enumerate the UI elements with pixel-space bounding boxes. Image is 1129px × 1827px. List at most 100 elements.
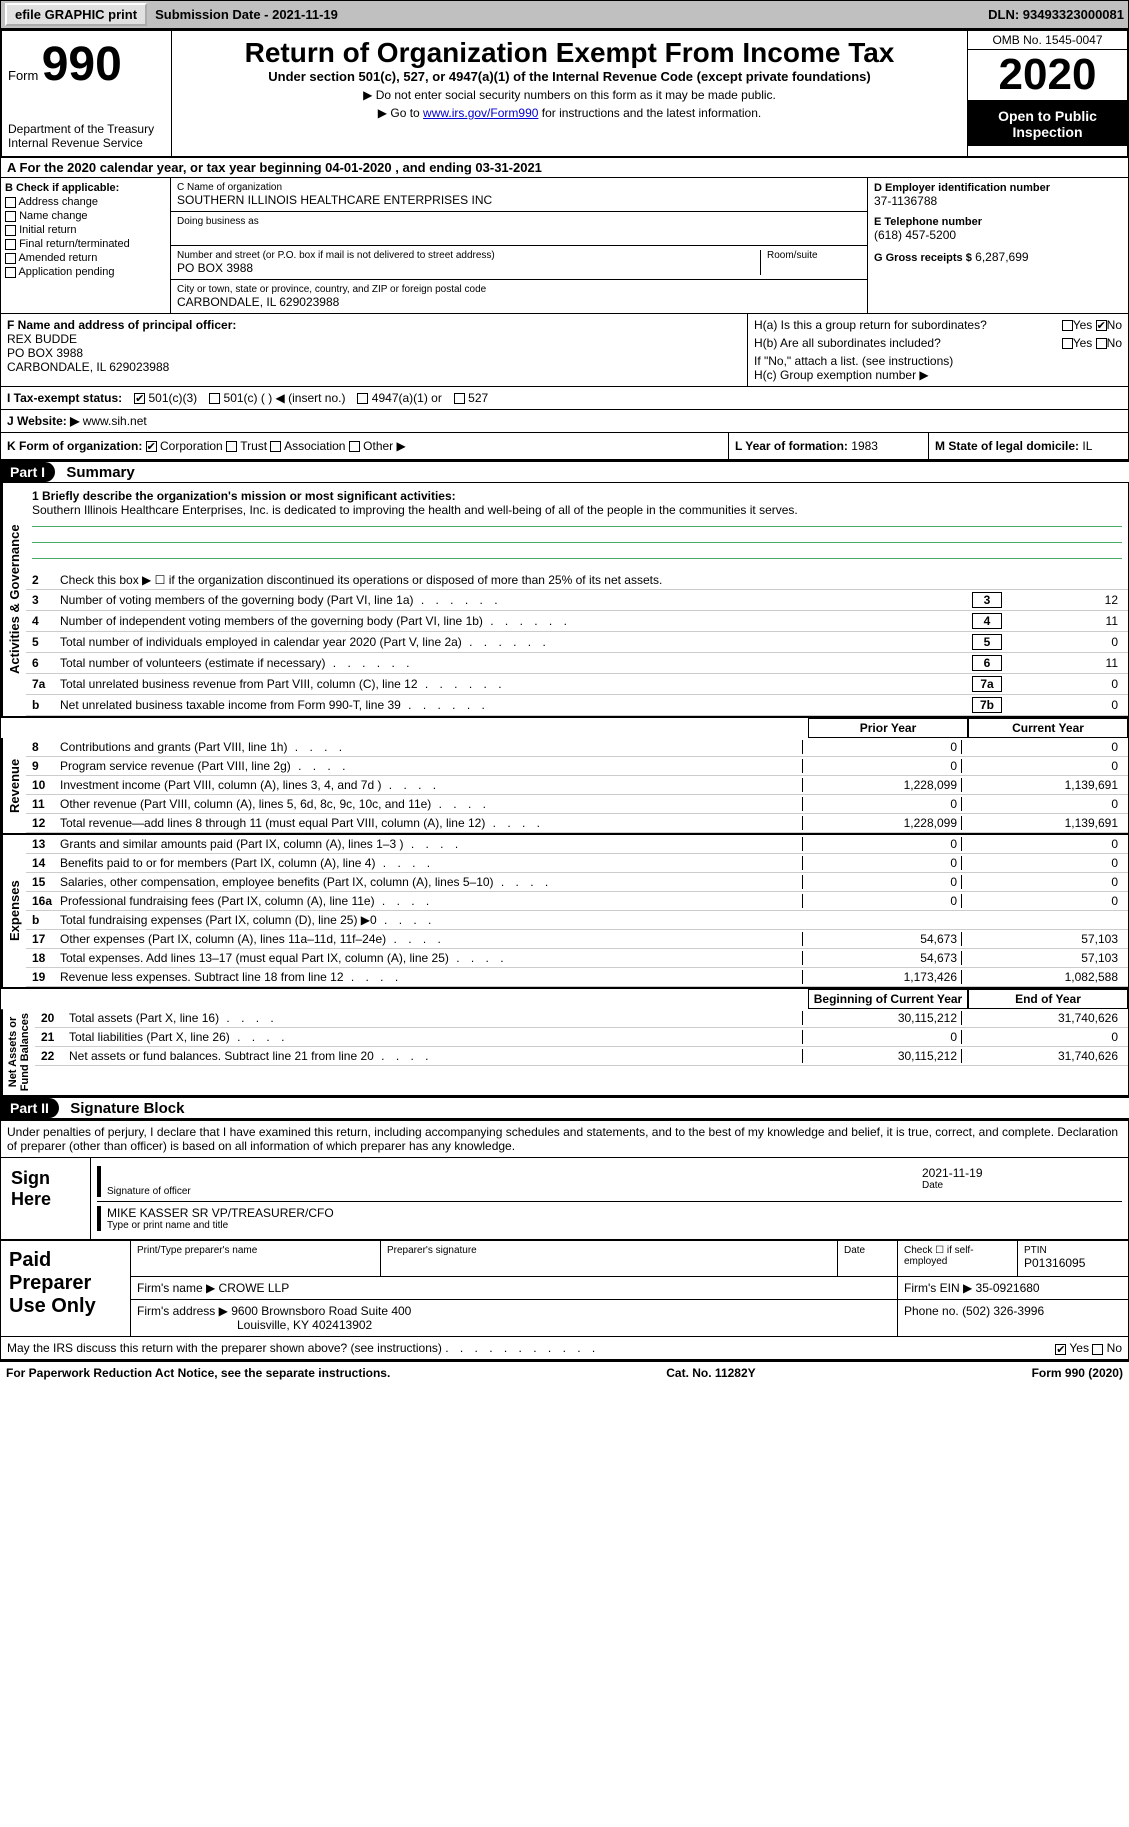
hb-no[interactable]: [1096, 338, 1107, 349]
form-number: 990: [42, 38, 122, 91]
i-label: I Tax-exempt status:: [7, 391, 122, 405]
form-note-link: ▶ Go to www.irs.gov/Form990 for instruct…: [180, 106, 959, 120]
phone-value: (618) 457-5200: [874, 228, 1122, 242]
l-value: 1983: [851, 439, 878, 453]
hb-yes[interactable]: [1062, 338, 1073, 349]
summary-line: 13Grants and similar amounts paid (Part …: [26, 835, 1128, 854]
dots-icon: . . . . . . . . . . .: [445, 1341, 599, 1355]
cb-final-return[interactable]: Final return/terminated: [5, 238, 166, 250]
j-label: J Website: ▶: [7, 414, 79, 428]
paid-preparer-block: Paid Preparer Use Only Print/Type prepar…: [0, 1240, 1129, 1337]
cb-501c[interactable]: [209, 393, 220, 404]
summary-line: 16aProfessional fundraising fees (Part I…: [26, 892, 1128, 911]
cb-4947[interactable]: [357, 393, 368, 404]
sign-here-label: Sign Here: [1, 1158, 91, 1239]
col-h-group: H(a) Is this a group return for subordin…: [748, 314, 1128, 386]
gross-label: G Gross receipts $: [874, 252, 972, 264]
cat-number: Cat. No. 11282Y: [666, 1366, 755, 1380]
opt-label: 501(c) ( ) ◀ (insert no.): [224, 391, 346, 405]
form-header: Form 990 Department of the Treasury Inte…: [0, 29, 1129, 158]
form-title: Return of Organization Exempt From Incom…: [180, 37, 959, 69]
firm-name-label: Firm's name ▶: [137, 1281, 215, 1295]
summary-section: Activities & Governance 1 Briefly descri…: [0, 483, 1129, 1096]
yes-label: Yes: [1073, 336, 1093, 350]
firm-addr1: 9600 Brownsboro Road Suite 400: [231, 1304, 411, 1318]
officer-name-title: MIKE KASSER SR VP/TREASURER/CFO: [107, 1206, 1122, 1220]
col-b-checkboxes: B Check if applicable: Address change Na…: [1, 178, 171, 313]
cb-other[interactable]: [349, 441, 360, 452]
l-label: L Year of formation:: [735, 439, 848, 453]
gross-value: 6,287,699: [975, 250, 1028, 264]
end-year-header: End of Year: [968, 989, 1128, 1009]
no-label: No: [1107, 1341, 1122, 1355]
ha-label: H(a) Is this a group return for subordin…: [754, 318, 987, 332]
cb-app-pending[interactable]: Application pending: [5, 266, 166, 278]
form-990-page: efile GRAPHIC print Submission Date - 20…: [0, 0, 1129, 1384]
summary-line: bNet unrelated business taxable income f…: [26, 695, 1128, 716]
note-prefix: ▶ Go to: [378, 106, 423, 120]
cb-trust[interactable]: [226, 441, 237, 452]
summary-line: 6Total number of volunteers (estimate if…: [26, 653, 1128, 674]
cb-label: Final return/terminated: [19, 238, 130, 250]
cb-501c3[interactable]: [134, 393, 145, 404]
summary-line: 12Total revenue—add lines 8 through 11 (…: [26, 814, 1128, 833]
form-label: Form: [8, 68, 38, 83]
discuss-yes[interactable]: [1055, 1344, 1066, 1355]
row-j-website: J Website: ▶ www.sih.net: [0, 410, 1129, 433]
irs-link[interactable]: www.irs.gov/Form990: [423, 106, 538, 120]
sig-date-label: Date: [922, 1180, 1122, 1191]
col-b-title: B Check if applicable:: [5, 182, 166, 194]
firm-addr-label: Firm's address ▶: [137, 1304, 228, 1318]
form-footer-label: Form 990 (2020): [1032, 1366, 1123, 1380]
officer-addr2: CARBONDALE, IL 629023988: [7, 360, 741, 374]
mission-text: Southern Illinois Healthcare Enterprises…: [32, 503, 1122, 517]
ha-yes[interactable]: [1062, 320, 1073, 331]
cb-amended[interactable]: Amended return: [5, 252, 166, 264]
summary-line: 21Total liabilities (Part X, line 26) . …: [35, 1028, 1128, 1047]
side-governance: Activities & Governance: [1, 483, 26, 716]
ein-value: 37-1136788: [874, 194, 1122, 208]
pp-date-label: Date: [844, 1245, 891, 1256]
cb-address-change[interactable]: Address change: [5, 196, 166, 208]
form-subtitle: Under section 501(c), 527, or 4947(a)(1)…: [180, 69, 959, 84]
firm-ein: 35-0921680: [976, 1281, 1040, 1295]
summary-line: 18Total expenses. Add lines 13–17 (must …: [26, 949, 1128, 968]
side-netassets: Net Assets or Fund Balances: [1, 1009, 35, 1095]
cb-527[interactable]: [454, 393, 465, 404]
part1-title: Summary: [66, 464, 134, 481]
org-address: PO BOX 3988: [177, 261, 754, 275]
summary-line: 8Contributions and grants (Part VIII, li…: [26, 738, 1128, 757]
row-i-tax-status: I Tax-exempt status: 501(c)(3) 501(c) ( …: [0, 387, 1129, 410]
cb-initial-return[interactable]: Initial return: [5, 224, 166, 236]
ein-label: D Employer identification number: [874, 182, 1122, 194]
department-label: Department of the Treasury Internal Reve…: [8, 122, 165, 150]
hb-note: If "No," attach a list. (see instruction…: [754, 354, 1122, 368]
signature-block: Under penalties of perjury, I declare th…: [0, 1119, 1129, 1240]
yes-label: Yes: [1073, 318, 1093, 332]
part1-header: Part I: [0, 462, 55, 482]
discuss-label: May the IRS discuss this return with the…: [7, 1341, 442, 1355]
part1-bar: Part I Summary: [0, 460, 1129, 483]
summary-line: 10Investment income (Part VIII, column (…: [26, 776, 1128, 795]
efile-print-button[interactable]: efile GRAPHIC print: [5, 3, 147, 26]
opt-label: Other ▶: [363, 439, 406, 453]
firm-ein-label: Firm's EIN ▶: [904, 1281, 972, 1295]
opt-label: 501(c)(3): [149, 391, 198, 405]
ha-no[interactable]: [1096, 320, 1107, 331]
cb-name-change[interactable]: Name change: [5, 210, 166, 222]
opt-label: Trust: [240, 439, 267, 453]
part2-title: Signature Block: [70, 1100, 184, 1117]
part2-header: Part II: [0, 1098, 59, 1118]
discuss-no[interactable]: [1092, 1344, 1103, 1355]
current-year-header: Current Year: [968, 718, 1128, 738]
summary-line: 17Other expenses (Part IX, column (A), l…: [26, 930, 1128, 949]
cb-assoc[interactable]: [270, 441, 281, 452]
pp-sig-label: Preparer's signature: [387, 1245, 831, 1256]
cb-corp[interactable]: [146, 441, 157, 452]
room-label: Room/suite: [767, 250, 861, 261]
page-footer: For Paperwork Reduction Act Notice, see …: [0, 1360, 1129, 1384]
side-revenue: Revenue: [1, 738, 26, 833]
officer-addr1: PO BOX 3988: [7, 346, 741, 360]
col-f-officer: F Name and address of principal officer:…: [1, 314, 748, 386]
declaration-text: Under penalties of perjury, I declare th…: [1, 1121, 1128, 1157]
